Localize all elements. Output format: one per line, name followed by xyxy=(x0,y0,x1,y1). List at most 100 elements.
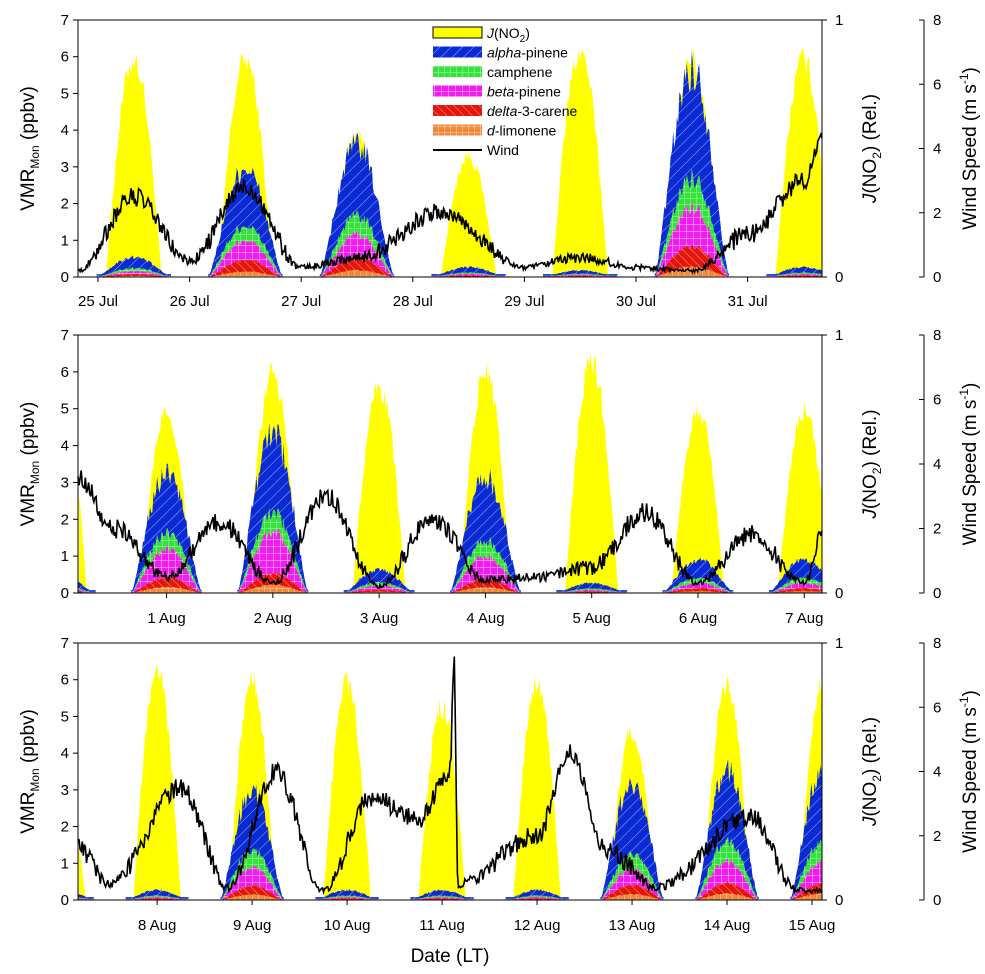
alpha-area xyxy=(315,889,379,899)
beta-area xyxy=(556,589,628,593)
delta-area xyxy=(654,243,729,277)
limonene-area xyxy=(600,893,664,900)
alpha-area xyxy=(96,255,171,276)
y-left-tick-label: 5 xyxy=(61,85,69,102)
alpha-area xyxy=(343,567,415,592)
delta-area xyxy=(768,587,822,593)
beta-area xyxy=(410,896,474,900)
beta-area xyxy=(695,857,759,900)
alpha-area xyxy=(766,266,822,276)
alpha-area xyxy=(319,132,395,276)
beta-area xyxy=(131,545,202,593)
jno2-area xyxy=(418,698,466,900)
x-tick-label: 8 Aug xyxy=(138,917,176,934)
y-left-tick-label: 7 xyxy=(61,635,69,652)
beta-area xyxy=(768,582,822,593)
jno2-area xyxy=(78,494,87,593)
delta-area xyxy=(319,255,395,277)
camphene-area xyxy=(78,897,94,900)
legend-swatch-5 xyxy=(433,105,482,116)
alpha-area xyxy=(125,889,189,899)
camphene-area xyxy=(543,273,618,276)
limonene-area xyxy=(220,894,284,900)
alpha-area xyxy=(131,463,202,592)
camphene-area xyxy=(450,536,521,593)
legend-swatch-2 xyxy=(433,46,482,58)
x-tick-label: 27 Jul xyxy=(281,293,321,310)
delta-area xyxy=(131,576,202,593)
alpha-area xyxy=(78,893,94,899)
y-right-title: J(NO2) (Rel.) xyxy=(860,717,884,827)
x-tick-label: 26 Jul xyxy=(170,293,210,310)
x-tick-label: 3 Aug xyxy=(360,610,398,627)
beta-area xyxy=(600,867,664,900)
wind-axis-tick-label: 6 xyxy=(933,392,941,409)
y-left-tick-label: 4 xyxy=(61,438,69,455)
alpha-area xyxy=(556,582,628,592)
x-axis-title: Date (LT) xyxy=(411,946,490,967)
delta-area xyxy=(695,881,759,900)
camphene-area xyxy=(790,839,822,900)
jno2-area xyxy=(513,675,561,900)
alpha-area xyxy=(208,167,283,276)
wind-axis-tick-label: 6 xyxy=(933,76,941,93)
panel-1: 0 1 2 3 4 5 6 7 0 1 0 2 4 6 8 25 Jul 26 Jul 27 Jul 28 Jul 2… xyxy=(18,12,981,310)
limonene-area xyxy=(208,271,283,277)
delta-area xyxy=(208,259,283,277)
x-tick-label: 13 Aug xyxy=(609,917,656,934)
x-tick-label: 29 Jul xyxy=(504,293,544,310)
wind-axis-tick-label: 4 xyxy=(933,456,941,473)
beta-area xyxy=(319,230,395,277)
x-tick-label: 28 Jul xyxy=(393,293,433,310)
y-right-tick-label: 0 xyxy=(835,269,843,286)
beta-area xyxy=(766,273,822,277)
y-left-title: VMRMon (ppbv) xyxy=(18,709,42,834)
legend-label-7: Wind xyxy=(487,142,519,158)
wind-axis-tick-label: 8 xyxy=(933,635,941,652)
legend-label-4: beta-pinene xyxy=(487,84,561,100)
limonene-area xyxy=(237,584,309,593)
wind-axis-tick-label: 4 xyxy=(933,141,941,158)
alpha-area xyxy=(654,50,729,276)
wind-line xyxy=(77,656,823,896)
y-left-title: VMRMon (ppbv) xyxy=(18,86,42,211)
limonene-area xyxy=(695,892,759,900)
x-tick-label: 15 Aug xyxy=(789,917,836,934)
legend-label-5: delta-3-carene xyxy=(487,103,577,119)
delta-area xyxy=(96,273,171,277)
alpha-area xyxy=(220,784,284,899)
x-tick-label: 25 Jul xyxy=(78,293,118,310)
wind-line xyxy=(77,470,823,590)
camphene-area xyxy=(315,895,379,900)
camphene-area xyxy=(125,895,189,900)
camphene-area xyxy=(343,581,415,593)
wind-axis-tick-label: 8 xyxy=(933,327,941,344)
wind-line xyxy=(77,131,823,275)
y-left-tick-label: 0 xyxy=(61,585,69,602)
y-left-tick-label: 1 xyxy=(61,855,69,872)
y-left-tick-label: 3 xyxy=(61,159,69,176)
legend-swatch-6 xyxy=(433,124,482,136)
y-left-tick-label: 6 xyxy=(61,49,69,66)
limonene-area xyxy=(790,893,822,900)
alpha-area xyxy=(768,558,822,592)
x-tick-label: 14 Aug xyxy=(704,917,751,934)
beta-area xyxy=(450,553,521,593)
alpha-area xyxy=(237,422,309,592)
y-right-tick-label: 1 xyxy=(835,327,843,344)
beta-area xyxy=(220,865,284,900)
y-left-tick-label: 4 xyxy=(61,122,69,139)
y-left-tick-label: 5 xyxy=(61,708,69,725)
limonene-area xyxy=(450,586,521,593)
y-left-tick-label: 2 xyxy=(61,819,69,836)
beta-area xyxy=(505,896,569,900)
limonene-area xyxy=(131,586,202,593)
wind-axis-title: Wind Speed (m s-1) xyxy=(957,690,981,853)
beta-area xyxy=(78,898,94,900)
camphene-area xyxy=(319,210,395,277)
alpha-area xyxy=(600,778,664,899)
camphene-area xyxy=(96,267,171,277)
jno2-area xyxy=(777,400,822,593)
wind-axis-tick-label: 4 xyxy=(933,764,941,781)
legend-swatch-3 xyxy=(433,66,482,77)
